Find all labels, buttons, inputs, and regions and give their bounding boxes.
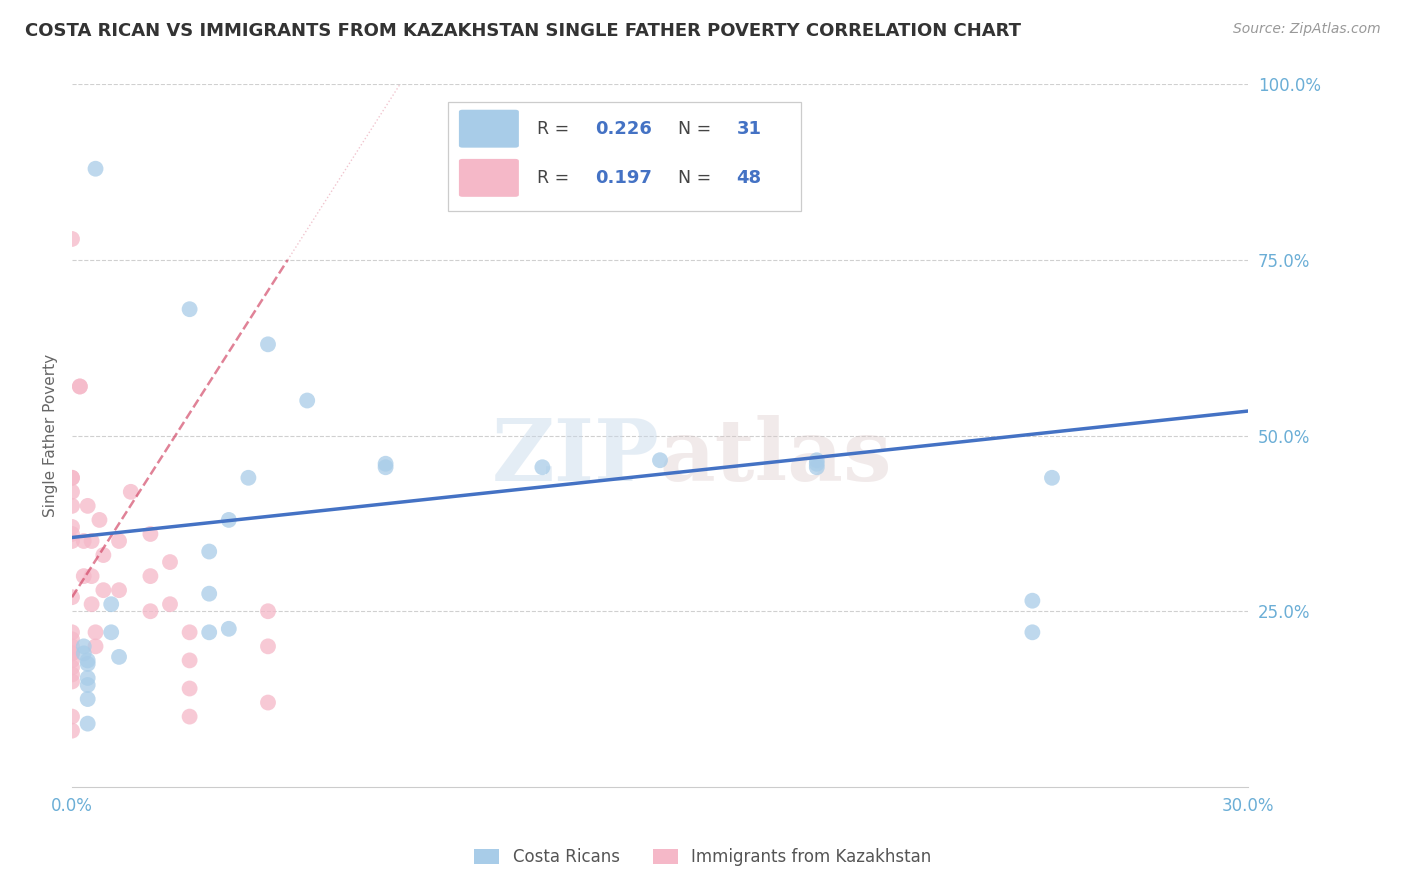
Point [93,583,115,598]
Text: 48: 48 [737,169,762,186]
Point [108,583,131,598]
Y-axis label: Single Father Poverty: Single Father Poverty [44,354,58,517]
Point [218,513,240,527]
Point [73,534,96,549]
Point [69,379,91,393]
Point [84,161,107,176]
Point [139,527,162,541]
Text: N =: N = [678,120,717,137]
Point [60,625,83,640]
Point [60,527,83,541]
Point [76,692,98,706]
Point [84,625,107,640]
Point [257,696,280,710]
Point [806,460,828,475]
FancyBboxPatch shape [449,102,801,211]
Point [1040,471,1063,485]
Point [374,460,396,475]
Point [531,460,554,475]
Point [76,653,98,667]
Point [60,723,83,738]
Text: ZIP: ZIP [492,415,659,499]
Point [139,604,162,618]
Point [179,625,201,640]
Point [76,671,98,685]
Point [139,569,162,583]
Point [60,471,83,485]
Point [60,232,83,246]
Point [89,513,111,527]
Point [120,484,142,499]
Point [60,640,83,654]
Point [80,534,103,549]
Point [159,597,181,611]
Point [100,625,122,640]
Point [73,640,96,654]
Point [648,453,671,467]
Point [93,548,115,562]
Point [60,653,83,667]
Text: N =: N = [678,169,717,186]
Point [60,499,83,513]
Legend: Costa Ricans, Immigrants from Kazakhstan: Costa Ricans, Immigrants from Kazakhstan [468,842,938,873]
Text: R =: R = [537,120,574,137]
Point [60,646,83,660]
Text: Source: ZipAtlas.com: Source: ZipAtlas.com [1233,22,1381,37]
Point [60,520,83,534]
Point [257,640,280,654]
Point [80,597,103,611]
Point [60,534,83,549]
Point [76,657,98,671]
FancyBboxPatch shape [458,159,519,197]
Point [179,709,201,723]
Point [198,625,221,640]
Point [84,640,107,654]
Point [198,544,221,558]
Point [60,667,83,681]
Point [60,660,83,674]
Point [218,622,240,636]
Point [374,457,396,471]
Point [60,646,83,660]
Point [806,457,828,471]
Point [1021,625,1043,640]
Point [1021,593,1043,607]
Point [60,484,83,499]
Point [76,716,98,731]
Point [179,302,201,317]
Text: 31: 31 [737,120,762,137]
Point [76,678,98,692]
Point [238,471,260,485]
Point [806,453,828,467]
Point [60,471,83,485]
Point [60,709,83,723]
Text: atlas: atlas [659,415,893,499]
Point [76,499,98,513]
Point [179,653,201,667]
Point [108,649,131,664]
Text: COSTA RICAN VS IMMIGRANTS FROM KAZAKHSTAN SINGLE FATHER POVERTY CORRELATION CHAR: COSTA RICAN VS IMMIGRANTS FROM KAZAKHSTA… [25,22,1021,40]
Point [73,646,96,660]
Text: 0.226: 0.226 [595,120,652,137]
Point [257,337,280,351]
Point [60,632,83,647]
Point [295,393,318,408]
Point [69,379,91,393]
Point [108,534,131,549]
Point [73,569,96,583]
Point [60,674,83,689]
Point [257,604,280,618]
Point [60,590,83,604]
Text: R =: R = [537,169,574,186]
Text: 0.197: 0.197 [595,169,652,186]
FancyBboxPatch shape [458,110,519,148]
Point [159,555,181,569]
Point [179,681,201,696]
Point [198,587,221,601]
Point [80,569,103,583]
Point [100,597,122,611]
